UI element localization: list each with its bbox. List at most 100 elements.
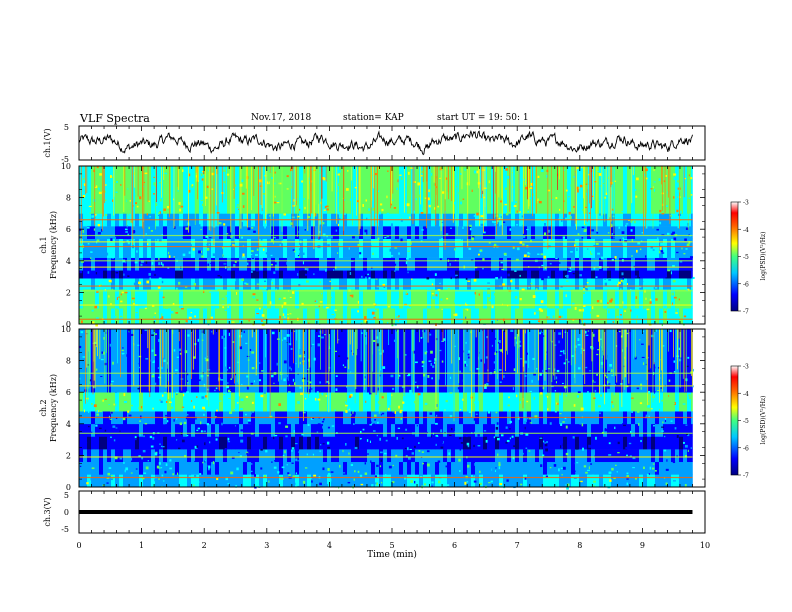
spectrogram-speckle [240, 322, 242, 324]
spectrogram-speckle [487, 410, 491, 414]
spectrogram-speckle [504, 254, 507, 256]
spectrogram-cell [679, 392, 684, 412]
spectrogram-cell [475, 278, 480, 290]
spectrogram-speckle [637, 242, 641, 245]
spectrogram-speckle [216, 477, 219, 481]
spectrogram-speckle [479, 249, 483, 252]
spectrogram-cell [123, 308, 128, 325]
spectrogram-cell [535, 474, 540, 488]
spectrogram-speckle [508, 348, 510, 351]
spectrogram-cell [599, 436, 604, 450]
spectrogram-cell [455, 308, 460, 325]
spectrogram-cell [419, 436, 424, 450]
spectrogram-speckle [386, 235, 390, 238]
spectrogram-speckle [116, 297, 118, 300]
spectrogram-cell [655, 449, 660, 463]
spectrogram-cell [387, 278, 392, 290]
spectrogram-cell [639, 329, 644, 393]
spectrogram-cell [359, 423, 364, 437]
spectrogram-cell [663, 461, 668, 475]
spectrogram-speckle [80, 260, 84, 263]
spectrogram-cell [691, 226, 693, 239]
spectrogram-cell [567, 308, 572, 325]
spectrogram-speckle [347, 170, 349, 172]
spectrogram-burst [166, 166, 168, 195]
spectrogram-cell [195, 329, 200, 393]
spectrogram-speckle [269, 215, 271, 217]
spectrogram-speckle [395, 315, 399, 319]
spectrogram-cell [599, 257, 604, 271]
spectrogram-speckle [652, 249, 655, 251]
spectrogram-speckle [622, 301, 624, 304]
spectrogram-speckle [544, 267, 547, 269]
spectrogram-cell [267, 461, 272, 475]
spectrogram-cell [479, 392, 484, 412]
spectrogram-cell [495, 270, 500, 279]
spectrogram-cell [407, 449, 412, 463]
spectrogram-cell [423, 392, 428, 412]
spectrogram-speckle [436, 294, 439, 296]
spectrogram-cell [499, 461, 504, 475]
spectrogram-cell [451, 392, 456, 412]
spectrogram-cell [115, 308, 120, 325]
spectrogram-cell [351, 238, 356, 258]
spectrogram-speckle [494, 297, 498, 300]
spectrogram-speckle [497, 453, 499, 456]
spectrogram-speckle [656, 228, 660, 231]
spectrogram-speckle [265, 230, 268, 234]
spectrogram-cell [667, 392, 672, 412]
ch1-spectrogram-time-ticks [78, 166, 706, 324]
spectrogram-speckle [280, 213, 283, 216]
spectrogram-speckle [87, 271, 90, 274]
spectrogram-burst [359, 166, 361, 229]
spectrogram-cell [303, 423, 308, 437]
spectrogram-speckle [354, 470, 356, 473]
spectrogram-cell [675, 289, 680, 309]
spectrogram-cell [631, 423, 636, 437]
spectrogram-cell [483, 289, 488, 309]
spectrogram-cell [111, 308, 116, 325]
spectrogram-speckle [94, 214, 97, 216]
spectrogram-speckle [93, 169, 95, 173]
spectrogram-cell [499, 329, 504, 393]
spectrogram-cell [651, 238, 656, 258]
spectrogram-cell [351, 392, 356, 412]
spectrogram-cell [439, 270, 444, 279]
spectrogram-cell [107, 436, 112, 450]
spectrogram-cell [255, 392, 260, 412]
spectrogram-burst [204, 166, 206, 207]
spectrogram-speckle [95, 323, 98, 327]
spectrogram-cell [207, 423, 212, 437]
spectrogram-cell [331, 270, 336, 279]
spectrogram-cell [623, 461, 628, 475]
spectrogram-speckle [516, 210, 518, 213]
spectrogram-cell [555, 226, 560, 239]
spectrogram-speckle [578, 187, 580, 189]
spectrogram-burst [350, 166, 352, 181]
spectrogram-speckle [672, 402, 676, 405]
spectrogram-cell [103, 392, 108, 412]
spectrogram-speckle [314, 213, 317, 216]
spectrogram-speckle [427, 197, 430, 201]
spectrogram-cell [279, 423, 284, 437]
spectrogram-cell [387, 308, 392, 325]
spectrogram-cell [543, 270, 548, 279]
spectrogram-cell [691, 270, 693, 279]
spectrogram-speckle [162, 199, 165, 202]
spectrogram-cell [271, 423, 276, 437]
spectrogram-cell [491, 436, 496, 450]
spectrogram-speckle [87, 409, 90, 413]
spectrogram-speckle [613, 384, 617, 386]
spectrogram-cell [587, 257, 592, 271]
spectrogram-speckle [148, 226, 150, 230]
spectrogram-speckle [105, 199, 107, 202]
spectrogram-cell [139, 238, 144, 258]
spectrogram-cell [247, 257, 252, 271]
spectrogram-cell [591, 166, 596, 214]
spectrogram-speckle [228, 366, 231, 369]
spectrogram-cell [363, 449, 368, 463]
spectrogram-speckle [503, 188, 506, 190]
spectrogram-cell [215, 474, 220, 488]
spectrogram-speckle [225, 295, 228, 297]
spectrogram-cell [607, 257, 612, 271]
